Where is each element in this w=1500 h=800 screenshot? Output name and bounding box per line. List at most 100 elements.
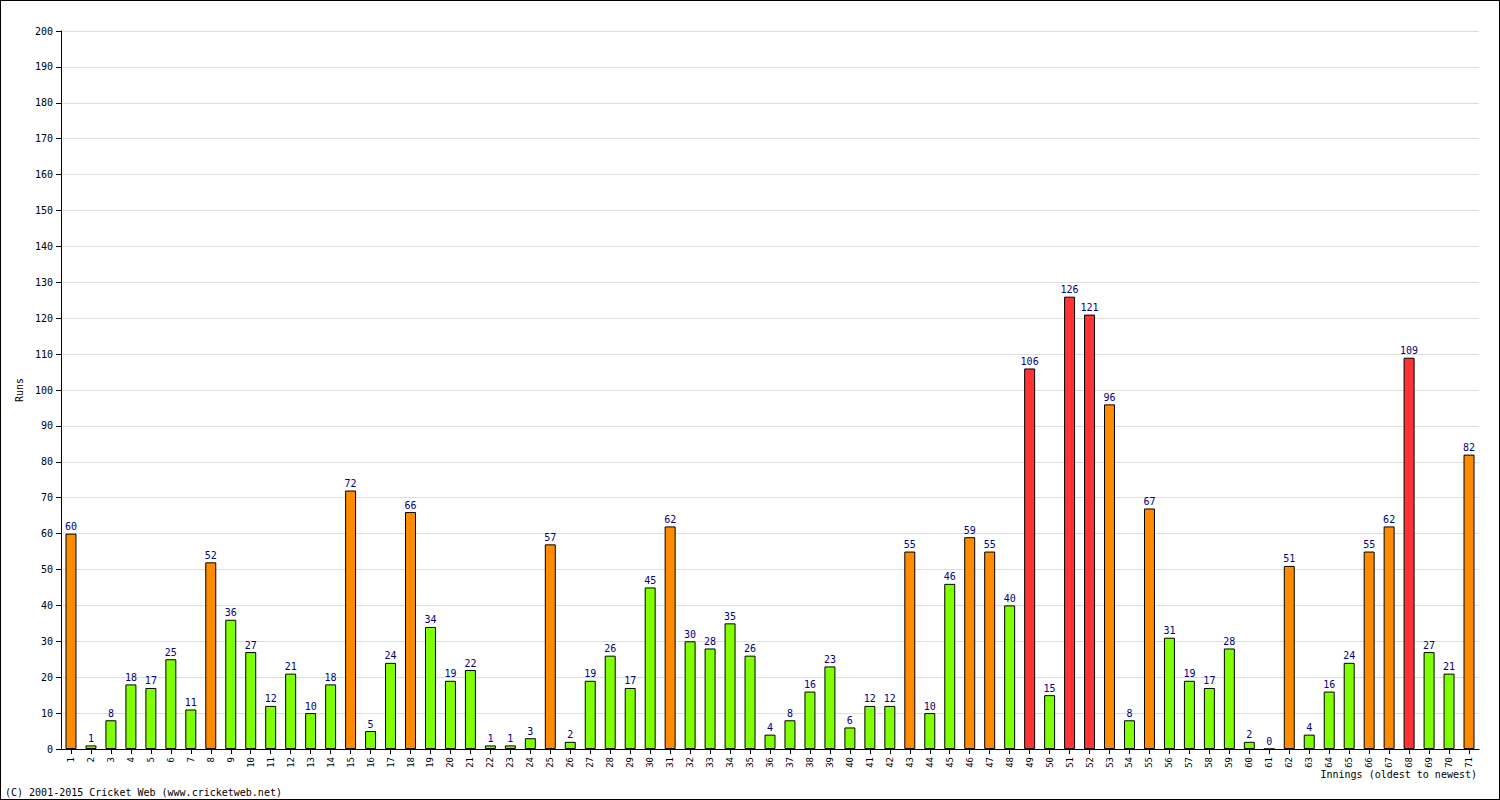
svg-text:37: 37	[785, 757, 795, 768]
svg-text:54: 54	[1124, 757, 1134, 768]
svg-text:26: 26	[565, 757, 575, 768]
svg-text:90: 90	[41, 420, 53, 431]
svg-text:1: 1	[507, 733, 513, 744]
svg-text:68: 68	[1404, 757, 1414, 768]
svg-text:11: 11	[185, 697, 197, 708]
svg-text:43: 43	[905, 757, 915, 768]
svg-text:40: 40	[845, 757, 855, 768]
svg-text:31: 31	[1163, 625, 1175, 636]
svg-text:71: 71	[1464, 757, 1474, 768]
svg-text:19: 19	[425, 757, 435, 768]
svg-text:34: 34	[424, 614, 436, 625]
svg-text:72: 72	[345, 478, 357, 489]
svg-text:18: 18	[125, 672, 137, 683]
svg-text:17: 17	[386, 757, 396, 768]
svg-text:4: 4	[126, 757, 136, 762]
svg-text:(C) 2001-2015 Cricket Web (www: (C) 2001-2015 Cricket Web (www.cricketwe…	[5, 787, 282, 798]
svg-text:30: 30	[684, 629, 696, 640]
svg-text:57: 57	[1184, 757, 1194, 768]
svg-text:26: 26	[744, 643, 756, 654]
svg-text:27: 27	[585, 757, 595, 768]
svg-text:12: 12	[265, 693, 277, 704]
svg-text:16: 16	[1323, 679, 1335, 690]
svg-text:46: 46	[965, 757, 975, 768]
svg-text:82: 82	[1463, 442, 1475, 453]
svg-text:55: 55	[1144, 757, 1154, 768]
svg-text:45: 45	[644, 575, 656, 586]
svg-text:22: 22	[485, 757, 495, 768]
svg-text:21: 21	[1443, 661, 1455, 672]
svg-text:5: 5	[146, 757, 156, 762]
svg-text:80: 80	[41, 456, 53, 467]
svg-text:20: 20	[445, 757, 455, 768]
svg-text:39: 39	[825, 757, 835, 768]
svg-text:45: 45	[945, 757, 955, 768]
svg-text:28: 28	[704, 636, 716, 647]
svg-text:11: 11	[266, 757, 276, 768]
svg-text:109: 109	[1400, 345, 1418, 356]
svg-text:33: 33	[705, 757, 715, 768]
svg-text:52: 52	[1085, 757, 1095, 768]
svg-text:62: 62	[1383, 514, 1395, 525]
svg-text:61: 61	[1264, 757, 1274, 768]
svg-text:140: 140	[35, 241, 53, 252]
svg-text:100: 100	[35, 385, 53, 396]
svg-text:51: 51	[1065, 757, 1075, 768]
svg-text:24: 24	[525, 757, 535, 768]
svg-text:126: 126	[1061, 284, 1079, 295]
svg-text:Innings (oldest to newest): Innings (oldest to newest)	[1320, 769, 1477, 780]
svg-text:55: 55	[1363, 539, 1375, 550]
svg-text:66: 66	[1364, 757, 1374, 768]
svg-text:66: 66	[404, 500, 416, 511]
svg-text:27: 27	[1423, 640, 1435, 651]
svg-text:190: 190	[35, 61, 53, 72]
svg-text:15: 15	[1044, 683, 1056, 694]
svg-text:180: 180	[35, 97, 53, 108]
svg-text:121: 121	[1081, 302, 1099, 313]
svg-text:44: 44	[925, 757, 935, 768]
svg-text:110: 110	[35, 349, 53, 360]
svg-text:63: 63	[1304, 757, 1314, 768]
svg-text:12: 12	[884, 693, 896, 704]
svg-text:19: 19	[584, 668, 596, 679]
svg-text:21: 21	[285, 661, 297, 672]
svg-text:106: 106	[1021, 356, 1039, 367]
svg-text:18: 18	[406, 757, 416, 768]
svg-text:10: 10	[246, 757, 256, 768]
svg-text:26: 26	[604, 643, 616, 654]
svg-text:12: 12	[286, 757, 296, 768]
svg-text:24: 24	[385, 650, 397, 661]
svg-text:56: 56	[1164, 757, 1174, 768]
svg-text:32: 32	[685, 757, 695, 768]
svg-text:41: 41	[865, 757, 875, 768]
svg-text:40: 40	[1004, 593, 1016, 604]
svg-text:6: 6	[847, 715, 853, 726]
svg-text:170: 170	[35, 133, 53, 144]
svg-text:62: 62	[1284, 757, 1294, 768]
svg-text:19: 19	[1183, 668, 1195, 679]
svg-text:Runs: Runs	[14, 378, 25, 402]
svg-text:120: 120	[35, 313, 53, 324]
svg-text:25: 25	[545, 757, 555, 768]
svg-text:1: 1	[88, 733, 94, 744]
svg-text:4: 4	[1306, 722, 1312, 733]
svg-text:50: 50	[1045, 757, 1055, 768]
svg-text:15: 15	[346, 757, 356, 768]
svg-text:8: 8	[787, 708, 793, 719]
svg-text:59: 59	[1224, 757, 1234, 768]
svg-text:13: 13	[306, 757, 316, 768]
svg-text:31: 31	[665, 757, 675, 768]
svg-text:67: 67	[1384, 757, 1394, 768]
svg-text:21: 21	[465, 757, 475, 768]
svg-text:51: 51	[1283, 553, 1295, 564]
svg-text:5: 5	[368, 719, 374, 730]
svg-text:16: 16	[804, 679, 816, 690]
svg-text:59: 59	[964, 525, 976, 536]
svg-text:4: 4	[767, 722, 773, 733]
svg-text:17: 17	[624, 675, 636, 686]
svg-text:35: 35	[745, 757, 755, 768]
svg-text:23: 23	[505, 757, 515, 768]
svg-text:29: 29	[625, 757, 635, 768]
svg-text:1: 1	[66, 757, 76, 762]
svg-text:0: 0	[47, 744, 53, 755]
